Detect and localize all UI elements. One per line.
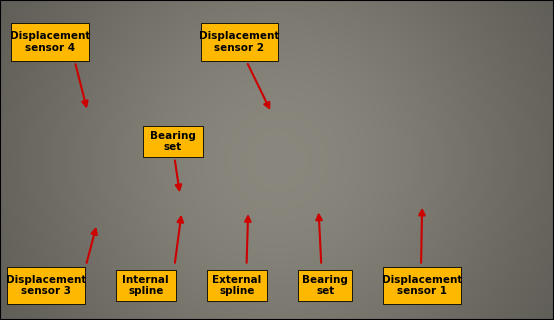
- Text: Displacement
sensor 2: Displacement sensor 2: [199, 31, 280, 53]
- Text: External
spline: External spline: [213, 275, 261, 296]
- Text: Displacement
sensor 4: Displacement sensor 4: [9, 31, 90, 53]
- FancyBboxPatch shape: [298, 270, 352, 301]
- FancyBboxPatch shape: [383, 267, 461, 304]
- FancyBboxPatch shape: [116, 270, 176, 301]
- Text: Internal
spline: Internal spline: [122, 275, 169, 296]
- Text: Displacement
sensor 1: Displacement sensor 1: [382, 275, 463, 296]
- Text: Bearing
set: Bearing set: [302, 275, 348, 296]
- FancyBboxPatch shape: [207, 270, 267, 301]
- FancyBboxPatch shape: [11, 23, 89, 61]
- FancyBboxPatch shape: [7, 267, 85, 304]
- Text: Bearing
set: Bearing set: [150, 131, 196, 152]
- FancyBboxPatch shape: [201, 23, 278, 61]
- Text: Displacement
sensor 3: Displacement sensor 3: [6, 275, 86, 296]
- FancyBboxPatch shape: [143, 126, 203, 157]
